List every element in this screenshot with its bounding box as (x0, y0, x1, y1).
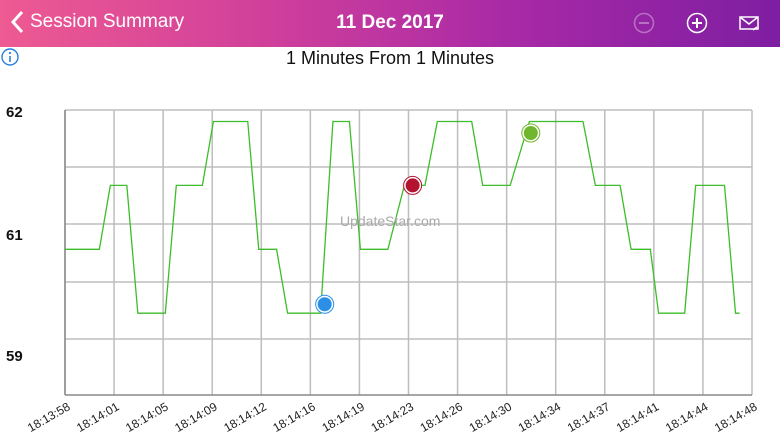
x-tick-label: 18:13:58 (25, 399, 73, 435)
watermark: UpdateStar.com (340, 213, 441, 229)
chevron-left-icon (10, 10, 24, 34)
x-tick-label: 18:14:16 (270, 399, 318, 435)
x-tick-label: 18:14:26 (418, 399, 466, 435)
x-tick-label: 18:14:19 (319, 399, 367, 435)
nav-header: Session Summary 11 Dec 2017 (0, 0, 780, 47)
back-label: Session Summary (30, 11, 185, 32)
info-icon[interactable] (1, 48, 19, 66)
minus-circle-icon[interactable] (633, 12, 655, 34)
marker-max (523, 126, 538, 141)
y-tick-label: 59 (6, 348, 23, 365)
page-title: 11 Dec 2017 (336, 12, 444, 33)
x-tick-label: 18:14:30 (467, 399, 515, 435)
mail-export-icon[interactable] (738, 12, 760, 34)
x-tick-label: 18:14:48 (712, 399, 760, 435)
plus-circle-icon[interactable] (686, 12, 708, 34)
y-tick-label: 61 (6, 227, 23, 244)
x-tick-label: 18:14:41 (614, 399, 662, 435)
x-tick-label: 18:14:37 (565, 399, 613, 435)
series-line (65, 120, 740, 314)
x-tick-label: 18:14:44 (663, 399, 711, 435)
back-button[interactable]: Session Summary (10, 10, 184, 34)
marker-min (317, 297, 332, 312)
x-tick-label: 18:14:23 (369, 399, 417, 435)
x-tick-label: 18:14:12 (221, 399, 269, 435)
chart-title: 1 Minutes From 1 Minutes (285, 48, 495, 68)
x-tick-label: 18:14:01 (74, 399, 122, 435)
x-tick-label: 18:14:09 (172, 399, 220, 435)
x-tick-label: 18:14:05 (123, 399, 171, 435)
y-tick-label: 62 (6, 104, 23, 121)
x-tick-label: 18:14:34 (516, 399, 564, 435)
marker-current (405, 178, 420, 193)
